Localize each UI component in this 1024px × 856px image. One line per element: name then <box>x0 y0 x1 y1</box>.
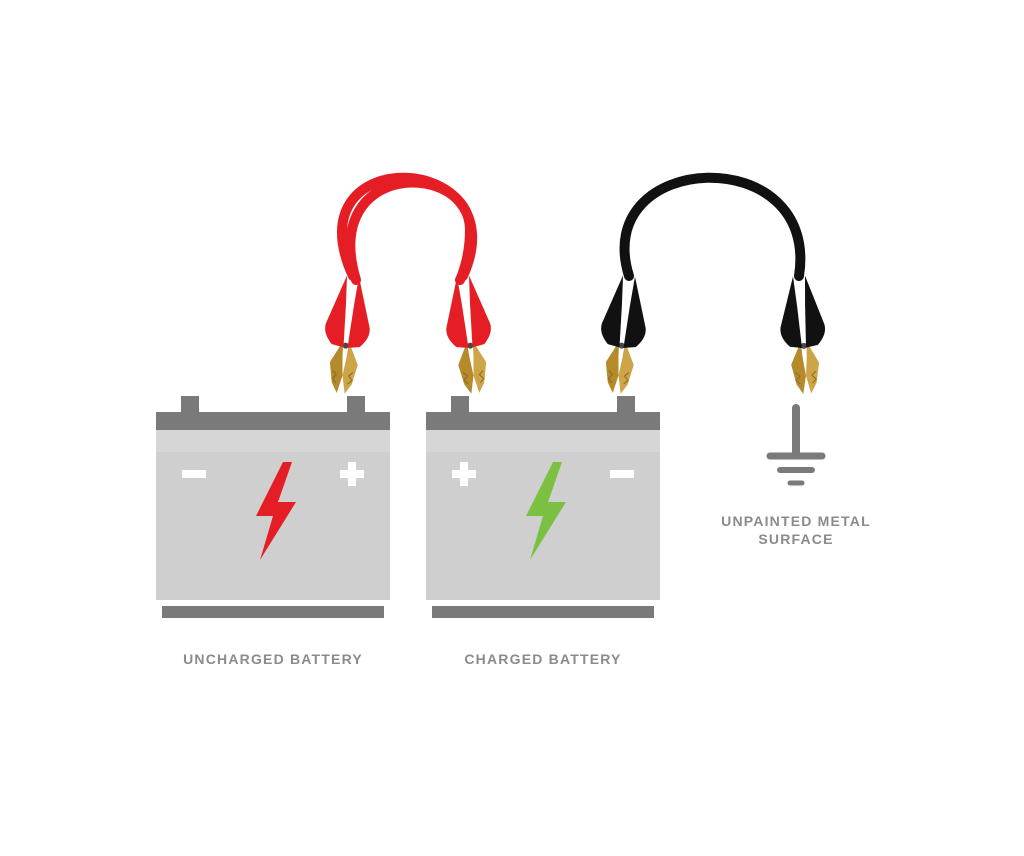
ground-label-line1: UNPAINTED METAL <box>721 513 871 529</box>
ground-icon <box>770 408 822 483</box>
ground-label-line2: SURFACE <box>758 531 833 547</box>
minus-icon <box>610 470 634 478</box>
red-clamp <box>318 274 375 396</box>
jump-start-diagram: UNCHARGED BATTERY CHARGED BATTERY UNPAIN… <box>0 0 1024 856</box>
uncharged-battery <box>156 396 390 618</box>
charged-battery-label: CHARGED BATTERY <box>464 651 621 667</box>
red-clamp <box>441 274 498 396</box>
charged-battery <box>426 396 660 618</box>
black-cable <box>625 178 801 276</box>
black-clamp <box>594 274 651 396</box>
black-clamp <box>777 274 830 395</box>
uncharged-battery-label: UNCHARGED BATTERY <box>183 651 363 667</box>
minus-icon <box>182 470 206 478</box>
red-cable <box>342 178 472 276</box>
